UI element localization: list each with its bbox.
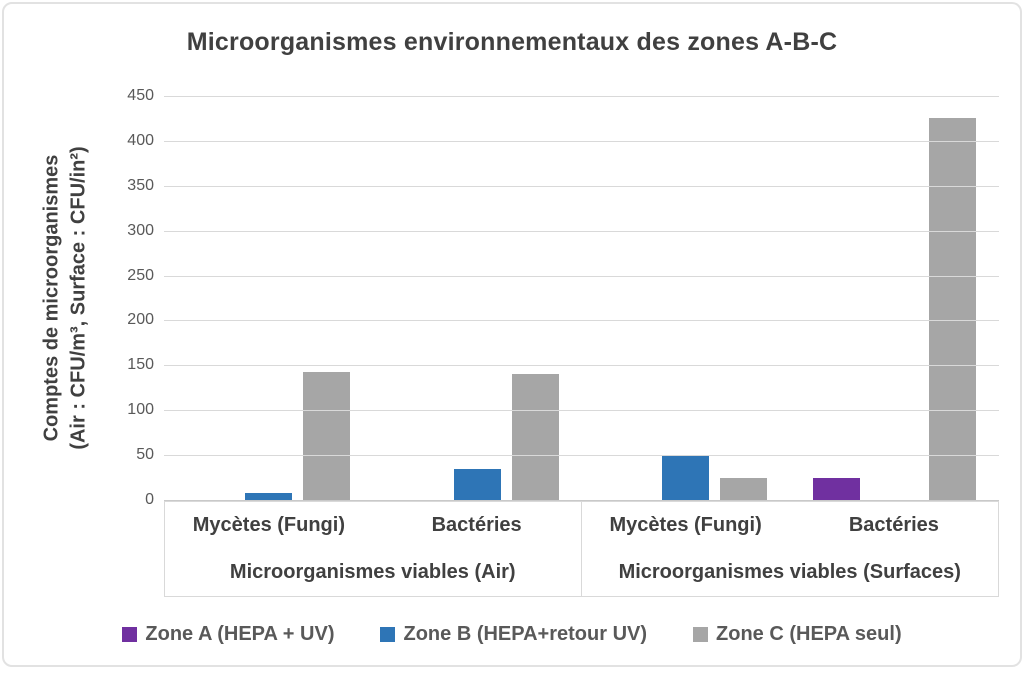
- x-axis-line: [164, 500, 999, 501]
- gridline-100: [164, 410, 999, 412]
- category-label-bact-ries: Bactéries: [431, 514, 522, 536]
- group-label-row: Microorganismes viables (Surfaces): [582, 549, 999, 596]
- bar-zone-c-group4: [929, 118, 977, 500]
- y-axis-tick-labels: 450 400 350 300 250 200 150 100 50 0: [4, 4, 154, 673]
- group-label-surfaces: Microorganismes viables (Surfaces): [618, 561, 961, 583]
- legend-label: Zone B (HEPA+retour UV): [403, 622, 648, 645]
- bar-groups: [164, 96, 999, 500]
- legend-item-zone-b: Zone B (HEPA+retour UV): [380, 623, 647, 646]
- legend-label: Zone A (HEPA + UV): [145, 622, 335, 645]
- gridline-450: [164, 96, 999, 97]
- bar-group-surfaces-bact-ries: [790, 96, 999, 500]
- bar-group-air-bact-ries: [373, 96, 582, 500]
- bar-slot: [187, 96, 234, 500]
- bar-slot: [604, 96, 651, 500]
- bar-zone-b-group3: [662, 455, 710, 500]
- bar-slot: [813, 96, 861, 500]
- bar-slot: [720, 96, 768, 500]
- bar-zone-c-group3: [720, 477, 768, 500]
- bar-slot: [662, 96, 710, 500]
- legend-item-zone-c: Zone C (HEPA seul): [693, 623, 902, 646]
- gridline-200: [164, 320, 999, 322]
- gridline-400: [164, 140, 999, 142]
- y-tick-label-450: 450: [127, 87, 154, 104]
- plot-area: [164, 96, 999, 501]
- y-tick-label-350: 350: [127, 176, 154, 194]
- group-label-air: Microorganismes viables (Air): [229, 561, 516, 583]
- category-axis: Mycètes (Fungi) Bactéries Microorganismes …: [164, 501, 999, 597]
- gridline-150: [164, 365, 999, 367]
- gridline-250: [164, 275, 999, 277]
- y-tick-label-0: 0: [145, 491, 154, 508]
- bar-slot: [511, 96, 559, 500]
- legend: Zone A (HEPA + UV) Zone B (HEPA+retour UV…: [4, 616, 1020, 652]
- bar-zone-c-group1: [302, 371, 350, 500]
- legend-swatch-icon: [380, 626, 396, 642]
- group-label-row: Microorganismes viables (Air): [165, 549, 581, 596]
- legend-swatch-icon: [693, 626, 709, 642]
- legend-label: Zone C (HEPA seul): [716, 622, 902, 645]
- subcategory-row: Mycètes (Fungi) Bactéries: [582, 502, 999, 549]
- bar-zone-b-group1: [244, 492, 292, 500]
- bar-slot: [244, 96, 292, 500]
- bar-zone-c-group2: [511, 374, 559, 500]
- subcategory-row: Mycètes (Fungi) Bactéries: [165, 502, 581, 549]
- category-axis-section-surfaces: Mycètes (Fungi) Bactéries Microorganismes …: [582, 502, 999, 596]
- category-label-myc-tes-fungi: Mycètes (Fungi): [192, 514, 345, 536]
- bar-zone-a-group4: [813, 477, 861, 500]
- y-tick-label-300: 300: [127, 221, 154, 239]
- category-label-myc-tes-fungi: Mycètes (Fungi): [609, 514, 762, 536]
- bar-slot: [453, 96, 501, 500]
- bar-zone-b-group2: [453, 468, 501, 500]
- y-tick-label-250: 250: [127, 266, 154, 284]
- bar-group-air-myc-tes-fungi: [164, 96, 373, 500]
- gridline-300: [164, 230, 999, 232]
- gridline-50: [164, 455, 999, 457]
- bar-slot: [396, 96, 443, 500]
- bar-slot: [302, 96, 350, 500]
- y-tick-label-150: 150: [127, 356, 154, 374]
- legend-item-zone-a: Zone A (HEPA + UV): [122, 623, 334, 646]
- bar-group-surfaces-myc-tes-fungi: [582, 96, 791, 500]
- y-tick-label-400: 400: [127, 131, 154, 149]
- bar-slot: [929, 96, 977, 500]
- gridline-350: [164, 185, 999, 187]
- y-tick-label-100: 100: [127, 401, 154, 419]
- y-tick-label-200: 200: [127, 311, 154, 329]
- chart-title: Microorganismes environnementaux des zon…: [186, 28, 838, 56]
- category-label-bact-ries: Bactéries: [848, 514, 939, 536]
- category-axis-section-air: Mycètes (Fungi) Bactéries Microorganismes …: [165, 502, 582, 596]
- legend-swatch-icon: [122, 626, 138, 642]
- y-tick-label-50: 50: [136, 446, 154, 464]
- bar-slot: [871, 96, 918, 500]
